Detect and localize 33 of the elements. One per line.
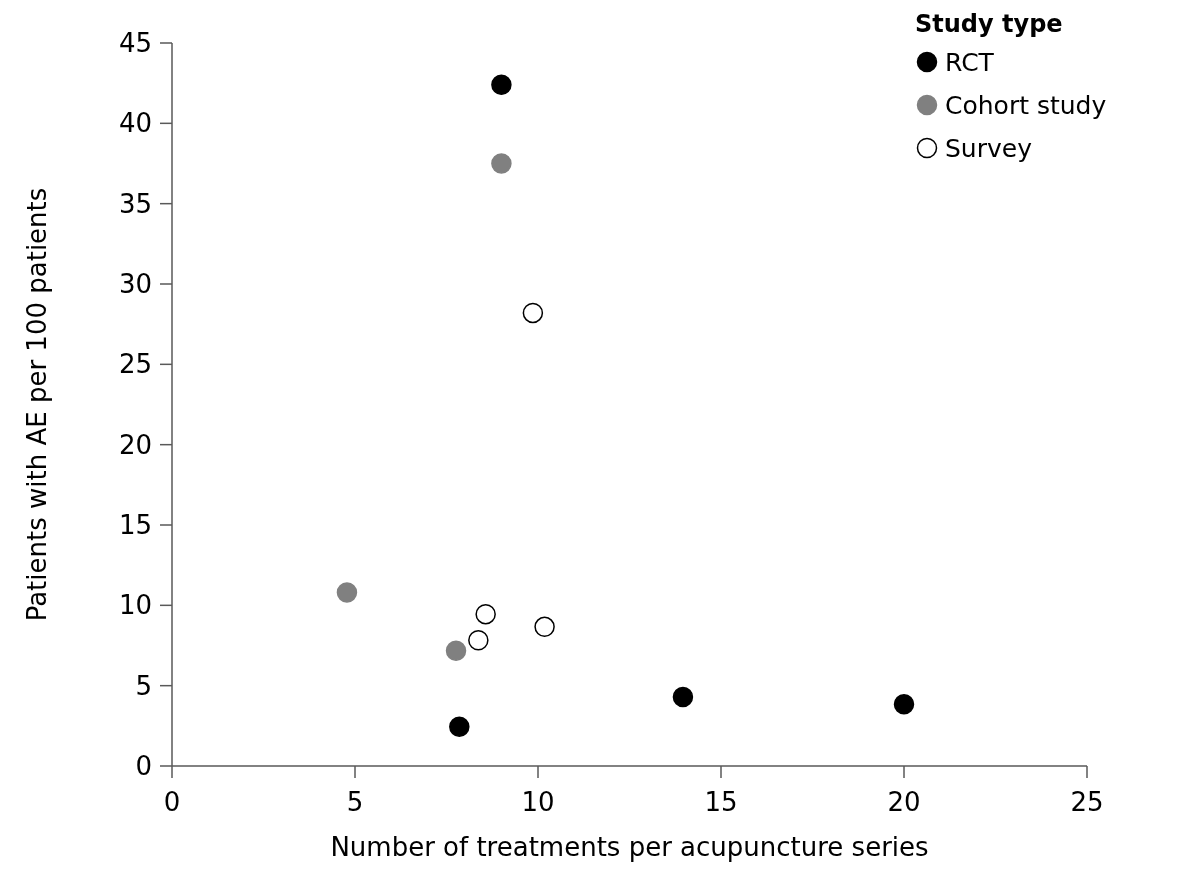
point [491, 74, 512, 96]
x-axis-title: Number of treatments per acupuncture series [330, 832, 929, 862]
y-tick-label: 30 [118, 269, 152, 300]
legend-label: Cohort study [945, 90, 1107, 120]
y-tick-label: 40 [118, 108, 152, 139]
point [491, 153, 512, 174]
x-tick-label: 5 [346, 787, 364, 817]
point [522, 302, 544, 324]
point [445, 640, 467, 661]
y-tick-label: 5 [135, 670, 152, 701]
x-tick-label: 25 [1070, 787, 1104, 817]
y-tick-label: 20 [118, 429, 152, 460]
y-tick-label: 35 [118, 188, 152, 219]
y-tick-label: 45 [118, 28, 152, 59]
point [893, 694, 915, 715]
legend-title: Study type [915, 10, 1063, 38]
x-tick-label: 15 [704, 787, 738, 817]
legend-label: Survey [945, 133, 1033, 163]
point [468, 629, 489, 651]
x-tick-label: 10 [521, 787, 555, 817]
point [672, 686, 694, 708]
y-tick-label: 0 [135, 751, 152, 782]
y-tick-label: 10 [118, 590, 152, 621]
y-tick-label: 15 [118, 510, 152, 541]
y-axis-title: Patients with AE per 100 patients [22, 187, 52, 622]
point [336, 582, 358, 603]
point [475, 603, 496, 625]
x-tick-label: 20 [887, 787, 921, 817]
y-tick-label: 25 [118, 349, 152, 380]
legend-label: RCT [945, 47, 995, 77]
point [534, 616, 555, 638]
x-tick-label: 0 [163, 787, 181, 817]
point [449, 716, 470, 737]
